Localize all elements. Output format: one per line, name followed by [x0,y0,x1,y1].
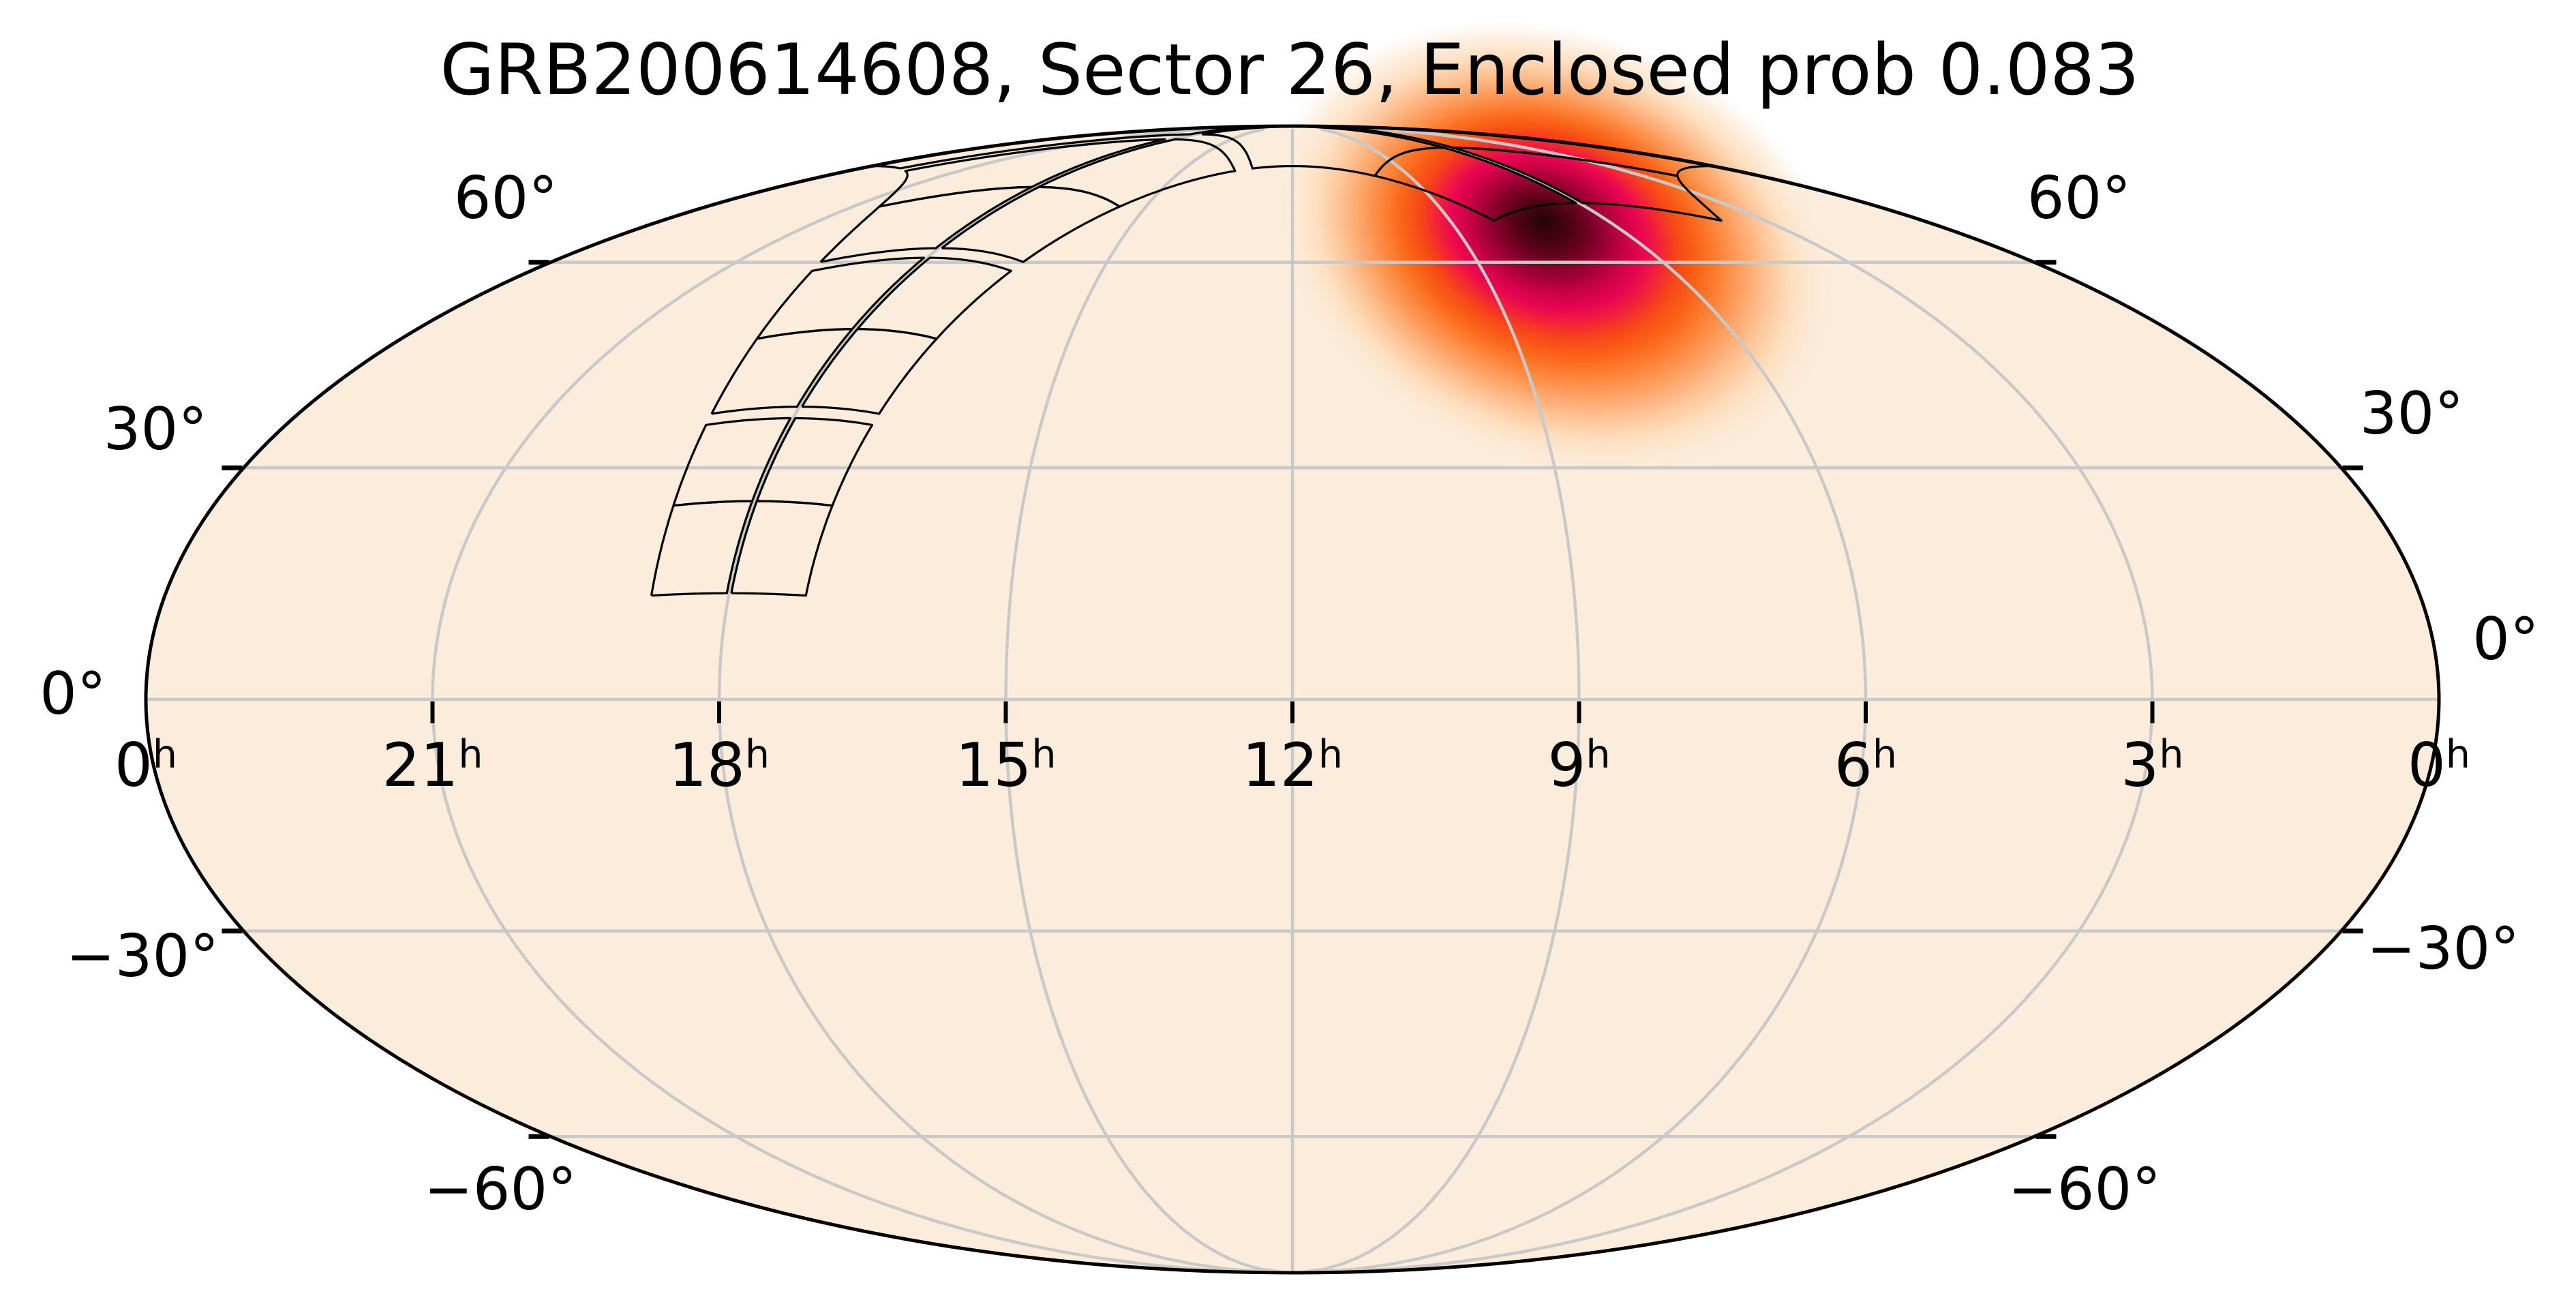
ra-label-superscript: h [1586,732,1610,777]
ccd-outline [856,256,1012,340]
ra-label-superscript: h [153,732,177,777]
axis-ticks [222,260,2363,1139]
ccd-outline [672,417,792,507]
ccd-outline [1451,147,1723,222]
ccd-outline [1374,147,1577,222]
ra-label: 0h [2408,730,2470,800]
ra-label: 12h [1242,730,1343,800]
dec-label-right: 0° [2472,605,2539,674]
dec-label-right: −60° [2008,1155,2162,1224]
ccd-outline [755,417,874,507]
ra-label-superscript: h [1318,732,1343,777]
ra-label-superscript: h [2159,732,2183,777]
ccd-outline [1038,138,1237,208]
ccd-outline [878,138,1166,208]
dec-label-right: −30° [2367,915,2520,983]
ra-label: 15h [955,730,1056,800]
tess-footprint-outline [650,125,1723,597]
ra-label-superscript: h [745,732,770,777]
ccd-outline [756,256,926,340]
ra-label: 9h [1547,730,1610,800]
dec-label-right: 30° [2360,380,2464,448]
ra-label-superscript: h [1873,732,1897,777]
dec-label-left: 30° [104,395,207,464]
dec-label-left: 60° [454,164,558,232]
map-layers: 60° 60°30° 30°0°0°−30° −30°−60° −60°0h 21h 18h… [40,20,2539,1275]
ccd-outline [874,125,1711,177]
dec-label-right: 60° [2027,164,2131,232]
dec-label-left: 0° [40,660,106,728]
dec-label-left: −30° [66,922,219,991]
ra-label-superscript: h [1031,732,1056,777]
ra-label-superscript: h [458,732,483,777]
ra-label-superscript: h [2446,732,2470,777]
dec-label-left: −60° [424,1155,577,1224]
chart-title: GRB200614608, Sector 26, Enclosed prob 0… [440,29,2140,111]
